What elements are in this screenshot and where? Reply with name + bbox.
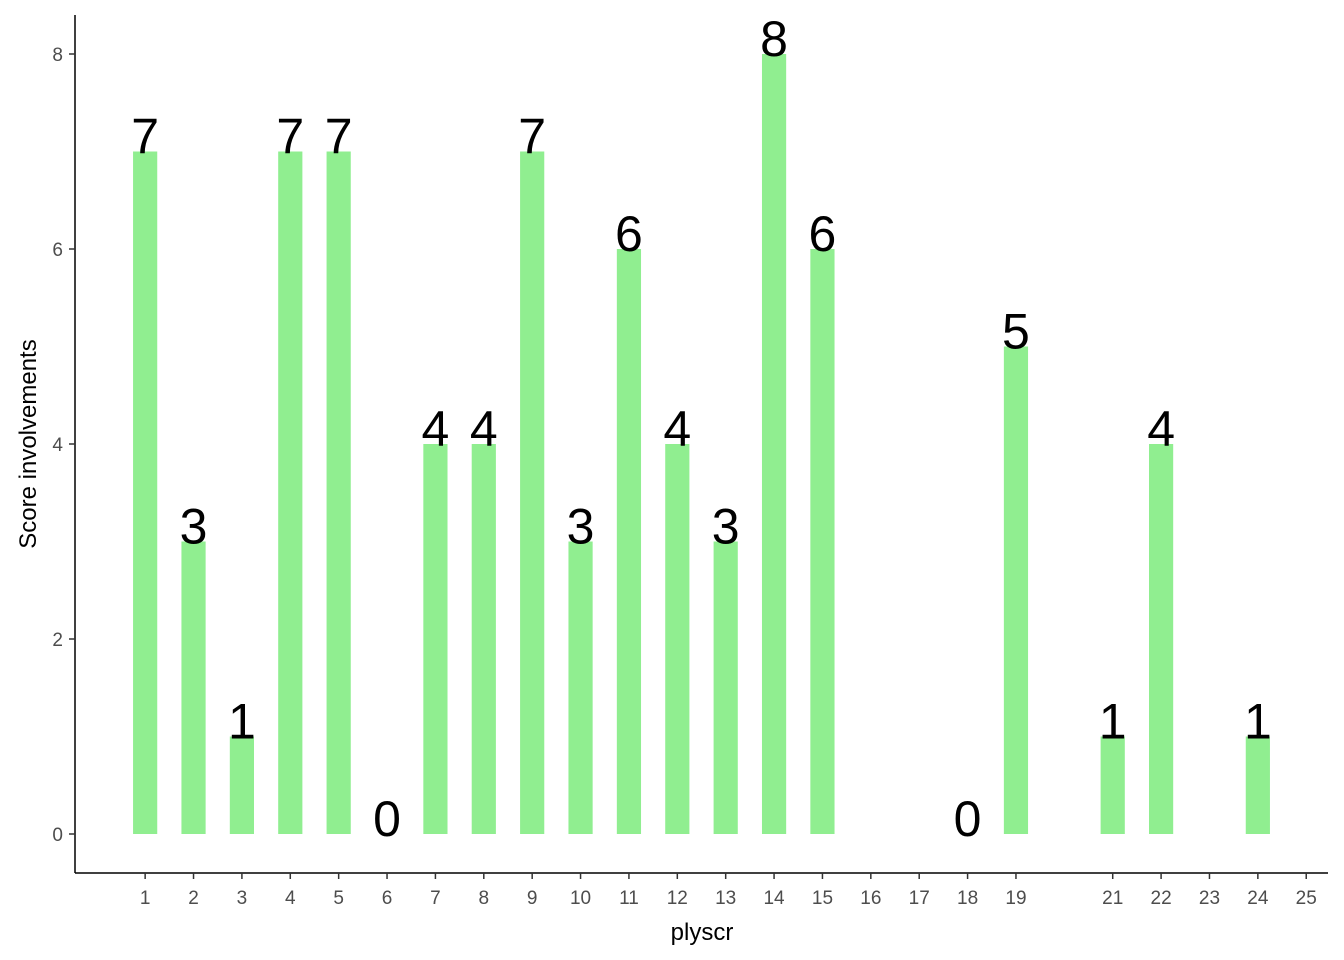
value-label: 3 bbox=[712, 499, 740, 555]
y-tick-label: 8 bbox=[52, 45, 63, 66]
bar bbox=[1245, 736, 1270, 834]
value-label: 7 bbox=[518, 109, 546, 165]
value-label: 1 bbox=[1244, 694, 1272, 750]
bar bbox=[133, 151, 158, 834]
bar bbox=[761, 54, 787, 834]
x-tick-label: 19 bbox=[1005, 888, 1026, 909]
x-tick-label: 24 bbox=[1247, 888, 1269, 909]
value-label: 6 bbox=[809, 206, 837, 262]
y-tick-label: 2 bbox=[52, 630, 63, 651]
x-tick-label: 8 bbox=[479, 888, 490, 909]
x-tick-label: 6 bbox=[382, 888, 393, 909]
bar bbox=[713, 541, 738, 834]
y-axis-title: Score involvements bbox=[15, 339, 42, 548]
bar bbox=[616, 249, 642, 834]
x-tick-label: 12 bbox=[667, 888, 688, 909]
x-tick-label: 14 bbox=[763, 888, 785, 909]
bar bbox=[568, 541, 593, 834]
value-label: 1 bbox=[228, 694, 256, 750]
x-tick-label: 7 bbox=[430, 888, 441, 909]
value-label: 4 bbox=[1147, 401, 1175, 457]
x-tick-label: 1 bbox=[140, 888, 151, 909]
y-tick-label: 4 bbox=[52, 435, 63, 456]
y-tick-label: 0 bbox=[52, 825, 63, 846]
bar bbox=[278, 151, 303, 834]
value-label: 7 bbox=[131, 109, 159, 165]
x-tick-label: 17 bbox=[909, 888, 930, 909]
value-label: 4 bbox=[422, 401, 450, 457]
x-tick-label: 3 bbox=[237, 888, 248, 909]
value-label: 3 bbox=[567, 499, 595, 555]
value-label: 4 bbox=[470, 401, 498, 457]
value-label: 7 bbox=[325, 109, 353, 165]
value-label: 8 bbox=[760, 11, 788, 67]
value-label: 0 bbox=[373, 791, 401, 847]
x-tick-label: 21 bbox=[1102, 888, 1123, 909]
x-tick-label: 11 bbox=[619, 888, 639, 909]
value-label: 6 bbox=[615, 206, 643, 262]
x-tick-label: 9 bbox=[527, 888, 538, 909]
bar bbox=[665, 444, 690, 834]
x-tick-label: 2 bbox=[188, 888, 199, 909]
bar bbox=[229, 736, 254, 834]
bar bbox=[423, 444, 448, 834]
x-tick-label: 18 bbox=[957, 888, 978, 909]
value-label: 4 bbox=[663, 401, 691, 457]
value-label: 7 bbox=[276, 109, 304, 165]
value-label: 5 bbox=[1002, 304, 1030, 360]
x-tick-label: 23 bbox=[1199, 888, 1220, 909]
bar bbox=[181, 541, 206, 834]
value-label: 0 bbox=[954, 791, 982, 847]
x-tick-label: 22 bbox=[1151, 888, 1172, 909]
y-tick-label: 6 bbox=[52, 240, 63, 261]
bar bbox=[1100, 736, 1125, 834]
x-tick-label: 10 bbox=[570, 888, 591, 909]
x-tick-label: 15 bbox=[812, 888, 833, 909]
bar bbox=[810, 249, 835, 834]
x-axis-title: plyscr bbox=[671, 919, 734, 946]
value-label: 1 bbox=[1099, 694, 1127, 750]
x-tick-label: 13 bbox=[715, 888, 736, 909]
x-tick-label: 16 bbox=[860, 888, 881, 909]
bar bbox=[326, 151, 351, 834]
bar bbox=[1149, 444, 1174, 834]
bar bbox=[1003, 346, 1029, 834]
x-tick-label: 5 bbox=[333, 888, 344, 909]
x-tick-label: 4 bbox=[285, 888, 296, 909]
bar bbox=[520, 151, 545, 834]
value-label: 3 bbox=[180, 499, 208, 555]
bar bbox=[471, 444, 496, 834]
x-tick-label: 25 bbox=[1296, 888, 1317, 909]
